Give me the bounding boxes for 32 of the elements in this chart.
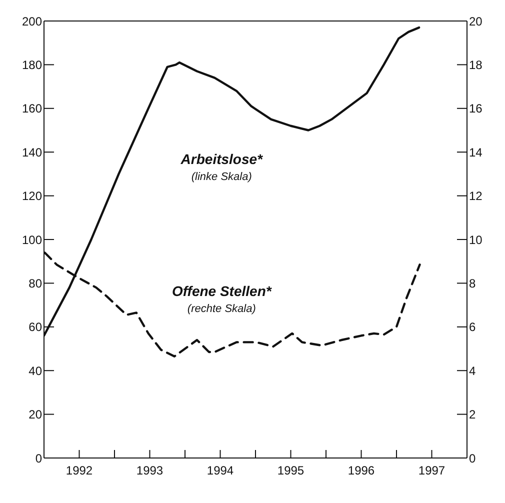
y2-tick-label: 6 <box>469 320 476 334</box>
y2-tick-label: 4 <box>469 364 476 378</box>
y-tick-label: 200 <box>22 14 42 28</box>
x-tick-label: 1995 <box>277 464 304 478</box>
y2-tick-label: 2 <box>469 408 476 422</box>
y-tick-label: 100 <box>22 232 42 247</box>
y2-tick-label: 20 <box>469 14 483 28</box>
x-tick-label: 1994 <box>206 464 234 478</box>
y-tick-label: 0 <box>35 451 42 466</box>
x-tick-label: 1997 <box>418 464 446 478</box>
annotation: (rechte Skala) <box>186 302 257 315</box>
y2-tick-label: 18 <box>469 58 483 72</box>
annotation: (linke Skala) <box>190 171 253 184</box>
y2-tick-label: 0 <box>469 451 476 466</box>
y2-tick-label: 10 <box>469 232 483 247</box>
y-tick-label: 180 <box>22 58 42 72</box>
x-tick-label: 1993 <box>136 464 164 478</box>
y-tick-label: 140 <box>22 145 42 160</box>
text: Arbeitslose* <box>180 151 263 168</box>
x-tick-label: 1996 <box>348 464 375 478</box>
y-tick-label: 20 <box>28 408 42 422</box>
y-tick-label: 40 <box>28 364 42 378</box>
y2-tick-label: 12 <box>469 189 483 204</box>
y2-tick-label: 16 <box>469 102 483 116</box>
x-tick-label: 1992 <box>66 464 93 478</box>
text: Offene Stellen* <box>172 282 272 299</box>
y-tick-label: 160 <box>22 102 42 116</box>
y-tick-label: 80 <box>28 276 42 290</box>
y-tick-label: 60 <box>28 320 42 334</box>
y2-tick-label: 14 <box>469 145 483 160</box>
y-tick-label: 120 <box>22 189 42 204</box>
y2-tick-label: 8 <box>469 276 476 290</box>
